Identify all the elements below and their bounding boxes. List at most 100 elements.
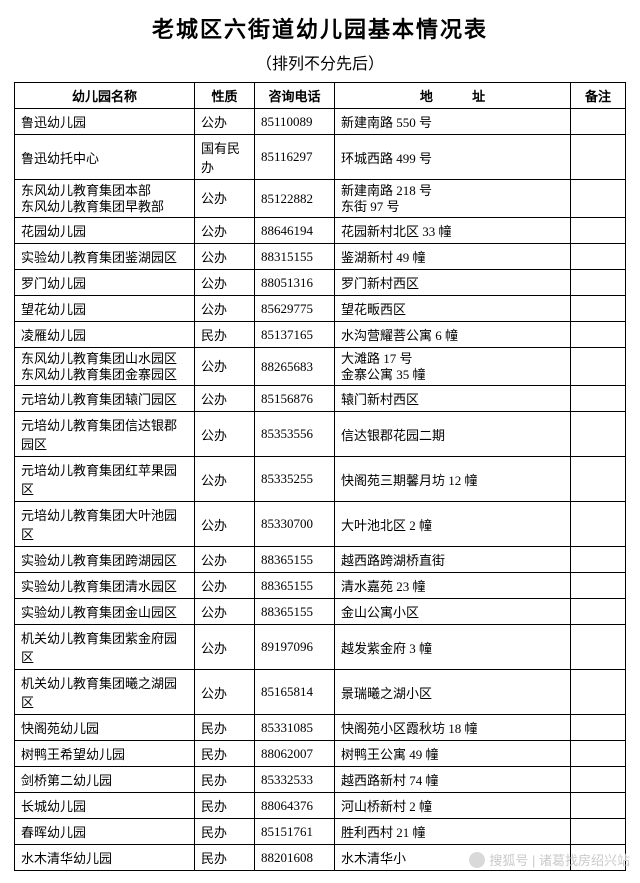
cell-note (571, 412, 626, 457)
table-row: 实验幼儿教育集团清水园区公办88365155清水嘉苑 23 幢 (15, 573, 626, 599)
cell-phone: 85629775 (255, 296, 335, 322)
cell-phone: 88064376 (255, 793, 335, 819)
cell-phone: 88365155 (255, 573, 335, 599)
col-header-address: 地 址 (335, 83, 571, 109)
table-row: 鲁迅幼儿园公办85110089新建南路 550 号 (15, 109, 626, 135)
cell-note (571, 135, 626, 180)
cell-name: 鲁迅幼儿园 (15, 109, 195, 135)
table-row: 花园幼儿园公办88646194花园新村北区 33 幢 (15, 218, 626, 244)
table-row: 长城幼儿园民办88064376河山桥新村 2 幢 (15, 793, 626, 819)
cell-name: 实验幼儿教育集团跨湖园区 (15, 547, 195, 573)
cell-address: 金山公寓小区 (335, 599, 571, 625)
cell-phone: 88201608 (255, 845, 335, 871)
cell-name: 长城幼儿园 (15, 793, 195, 819)
table-row: 鲁迅幼托中心国有民办85116297环城西路 499 号 (15, 135, 626, 180)
table-row: 树鸭王希望幼儿园民办88062007树鸭王公寓 49 幢 (15, 741, 626, 767)
cell-address: 快阁苑三期馨月坊 12 幢 (335, 457, 571, 502)
table-row: 实验幼儿教育集团鉴湖园区公办88315155鉴湖新村 49 幢 (15, 244, 626, 270)
cell-note (571, 322, 626, 348)
cell-nature: 公办 (195, 270, 255, 296)
cell-name: 机关幼儿教育集团紫金府园区 (15, 625, 195, 670)
cell-nature: 民办 (195, 819, 255, 845)
cell-address: 信达银郡花园二期 (335, 412, 571, 457)
cell-nature: 民办 (195, 845, 255, 871)
cell-note (571, 109, 626, 135)
cell-address: 大叶池北区 2 幢 (335, 502, 571, 547)
page-subtitle: （排列不分先后） (14, 50, 626, 74)
table-row: 水木清华幼儿园民办88201608水木清华小 (15, 845, 626, 871)
cell-name: 快阁苑幼儿园 (15, 715, 195, 741)
cell-nature: 民办 (195, 741, 255, 767)
cell-phone: 85122882 (255, 180, 335, 218)
cell-phone: 88265683 (255, 348, 335, 386)
cell-nature: 民办 (195, 715, 255, 741)
cell-note (571, 457, 626, 502)
cell-nature: 公办 (195, 573, 255, 599)
cell-nature: 公办 (195, 386, 255, 412)
cell-note (571, 502, 626, 547)
cell-note (571, 547, 626, 573)
kindergarten-table: 幼儿园名称 性质 咨询电话 地 址 备注 鲁迅幼儿园公办85110089新建南路… (14, 82, 626, 871)
cell-address: 辕门新村西区 (335, 386, 571, 412)
cell-phone: 85116297 (255, 135, 335, 180)
cell-phone: 88646194 (255, 218, 335, 244)
cell-address: 罗门新村西区 (335, 270, 571, 296)
page-title: 老城区六街道幼儿园基本情况表 (14, 12, 626, 44)
cell-phone: 85137165 (255, 322, 335, 348)
cell-nature: 公办 (195, 109, 255, 135)
cell-name: 望花幼儿园 (15, 296, 195, 322)
cell-phone: 85330700 (255, 502, 335, 547)
cell-address: 新建南路 218 号东街 97 号 (335, 180, 571, 218)
cell-note (571, 741, 626, 767)
cell-phone: 85331085 (255, 715, 335, 741)
cell-name: 树鸭王希望幼儿园 (15, 741, 195, 767)
cell-note (571, 599, 626, 625)
cell-nature: 公办 (195, 670, 255, 715)
cell-phone: 85110089 (255, 109, 335, 135)
cell-note (571, 625, 626, 670)
table-header-row: 幼儿园名称 性质 咨询电话 地 址 备注 (15, 83, 626, 109)
cell-name: 东风幼儿教育集团山水园区东风幼儿教育集团金寨园区 (15, 348, 195, 386)
cell-note (571, 819, 626, 845)
cell-note (571, 715, 626, 741)
cell-address: 环城西路 499 号 (335, 135, 571, 180)
cell-phone: 85165814 (255, 670, 335, 715)
cell-nature: 民办 (195, 767, 255, 793)
table-row: 机关幼儿教育集团紫金府园区公办89197096越发紫金府 3 幢 (15, 625, 626, 670)
table-row: 机关幼儿教育集团曦之湖园区公办85165814景瑞曦之湖小区 (15, 670, 626, 715)
table-row: 元培幼儿教育集团红苹果园区公办85335255快阁苑三期馨月坊 12 幢 (15, 457, 626, 502)
cell-note (571, 767, 626, 793)
cell-name: 凌雁幼儿园 (15, 322, 195, 348)
cell-nature: 公办 (195, 296, 255, 322)
cell-note (571, 845, 626, 871)
col-header-phone: 咨询电话 (255, 83, 335, 109)
cell-name: 元培幼儿教育集团信达银郡园区 (15, 412, 195, 457)
cell-note (571, 218, 626, 244)
cell-phone: 85156876 (255, 386, 335, 412)
cell-name: 春晖幼儿园 (15, 819, 195, 845)
cell-phone: 85332533 (255, 767, 335, 793)
cell-name: 鲁迅幼托中心 (15, 135, 195, 180)
cell-name: 元培幼儿教育集团辕门园区 (15, 386, 195, 412)
cell-nature: 公办 (195, 244, 255, 270)
cell-address: 河山桥新村 2 幢 (335, 793, 571, 819)
table-row: 实验幼儿教育集团跨湖园区公办88365155越西路跨湖桥直街 (15, 547, 626, 573)
cell-address: 清水嘉苑 23 幢 (335, 573, 571, 599)
table-row: 剑桥第二幼儿园民办85332533越西路新村 74 幢 (15, 767, 626, 793)
cell-note (571, 386, 626, 412)
cell-phone: 85335255 (255, 457, 335, 502)
cell-address: 越发紫金府 3 幢 (335, 625, 571, 670)
col-header-name: 幼儿园名称 (15, 83, 195, 109)
cell-name: 实验幼儿教育集团金山园区 (15, 599, 195, 625)
cell-address: 越西路新村 74 幢 (335, 767, 571, 793)
cell-name: 实验幼儿教育集团鉴湖园区 (15, 244, 195, 270)
cell-phone: 88051316 (255, 270, 335, 296)
cell-nature: 公办 (195, 547, 255, 573)
table-row: 东风幼儿教育集团山水园区东风幼儿教育集团金寨园区公办88265683大滩路 17… (15, 348, 626, 386)
cell-address: 景瑞曦之湖小区 (335, 670, 571, 715)
cell-note (571, 244, 626, 270)
cell-address: 鉴湖新村 49 幢 (335, 244, 571, 270)
cell-nature: 公办 (195, 502, 255, 547)
cell-address: 水沟营耀菩公寓 6 幢 (335, 322, 571, 348)
cell-address: 新建南路 550 号 (335, 109, 571, 135)
